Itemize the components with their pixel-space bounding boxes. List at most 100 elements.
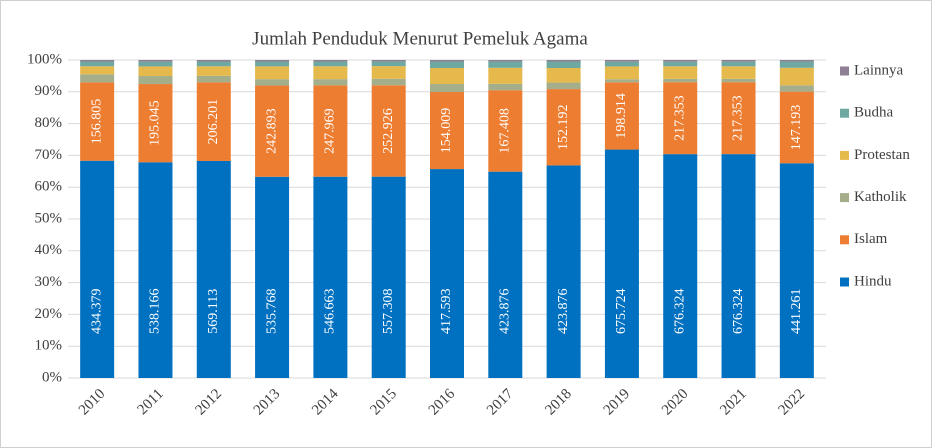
data-label: 252.926 [381,108,396,154]
bar-segment [371,85,406,177]
data-label: 152.192 [556,105,571,150]
bar-segment [488,60,523,62]
legend-label: Protestan [854,147,910,163]
y-tick-label: 50% [35,210,63,226]
bar-segment [779,60,814,62]
bar-segment [721,61,756,67]
data-label: 206.201 [206,99,221,144]
y-tick-label: 100% [27,51,62,67]
data-label: 557.308 [381,288,396,334]
legend-label: Budha [854,105,894,121]
legend-label: Lainnya [854,62,903,78]
bar-segment [546,89,581,166]
data-label: 156.805 [89,99,104,144]
bar-segment [663,61,698,67]
bar-segment [604,149,639,378]
bar-segment [663,66,698,79]
data-label: 198.914 [614,93,629,139]
bar-segment [779,163,814,378]
bar-segment [721,60,756,62]
y-tick-label: 80% [35,115,63,131]
bar-segment [430,84,464,93]
data-label: 423.876 [556,288,571,334]
bar-segment [779,61,814,68]
bar-segment [313,79,348,86]
data-label: 195.045 [148,100,163,146]
data-label: 675.724 [614,288,629,334]
bar-segment [430,61,464,69]
legend-label: Islam [854,231,888,247]
y-tick-label: 30% [35,274,63,290]
bar-segment [779,85,814,92]
bar-segment [604,61,639,67]
y-tick-label: 0% [42,369,62,385]
bar-segment [196,60,231,62]
bar-segment [488,83,523,91]
bar-segment [371,61,406,67]
data-label: 676.324 [672,288,687,334]
bar-segment [604,79,639,83]
legend-swatch [840,66,849,76]
legend-swatch [840,193,849,203]
data-label: 441.261 [789,288,804,334]
bar-segment [779,91,814,164]
bar-segment [313,66,348,80]
bar-segment [663,78,698,83]
data-label: 417.593 [439,288,454,334]
bar-segment [255,60,290,62]
y-tick-label: 10% [35,338,63,354]
legend-swatch [840,108,849,118]
data-label: 535.768 [264,288,279,334]
bar-segment [255,66,290,80]
data-label: 538.166 [148,288,163,334]
bar-segment [371,78,406,86]
data-label: 247.969 [323,108,338,154]
bar-segment [196,61,231,67]
bar-segment [663,154,698,378]
y-tick-label: 20% [35,306,63,322]
data-label: 147.193 [789,105,804,151]
bar-segment [546,60,581,62]
bar-segment [546,68,581,83]
data-label: 676.324 [731,288,746,334]
bar-segment [313,85,348,177]
data-label: 154.009 [439,108,454,154]
bar-segment [80,74,115,83]
chart-title: Jumlah Penduduk Menurut Pemeluk Agama [252,28,588,49]
bar-segment [138,162,173,378]
data-label: 423.876 [498,288,513,334]
data-label: 242.893 [264,108,279,154]
bar-segment [80,82,115,161]
bar-segment [663,82,698,155]
bar-segment [313,176,348,378]
bar-segment [138,66,173,77]
bar-segment [196,75,231,83]
bar-segment [371,176,406,378]
bar-segment [779,67,814,86]
bar-segment [663,60,698,62]
bar-segment [721,66,756,79]
bar-segment [488,61,523,68]
y-tick-label: 70% [35,147,63,163]
bar-segment [546,165,581,378]
bar-segment [430,92,464,170]
bar-segment [604,66,639,80]
y-tick-label: 40% [35,242,63,258]
bar-segment [80,160,115,378]
bar-segment [80,66,115,75]
bar-segment [430,169,464,378]
bar-segment [138,60,173,62]
bar-segment [430,60,464,62]
bar-segment [488,67,523,84]
bar-segment [371,60,406,62]
bar-segment [604,60,639,62]
bar-segment [721,82,756,155]
data-label: 434.379 [89,288,104,334]
bar-segment [313,61,348,67]
bar-segment [313,60,348,62]
bar-segment [138,84,173,163]
data-label: 569.113 [206,289,221,334]
legend-swatch [840,235,849,245]
data-label: 217.353 [731,95,746,140]
